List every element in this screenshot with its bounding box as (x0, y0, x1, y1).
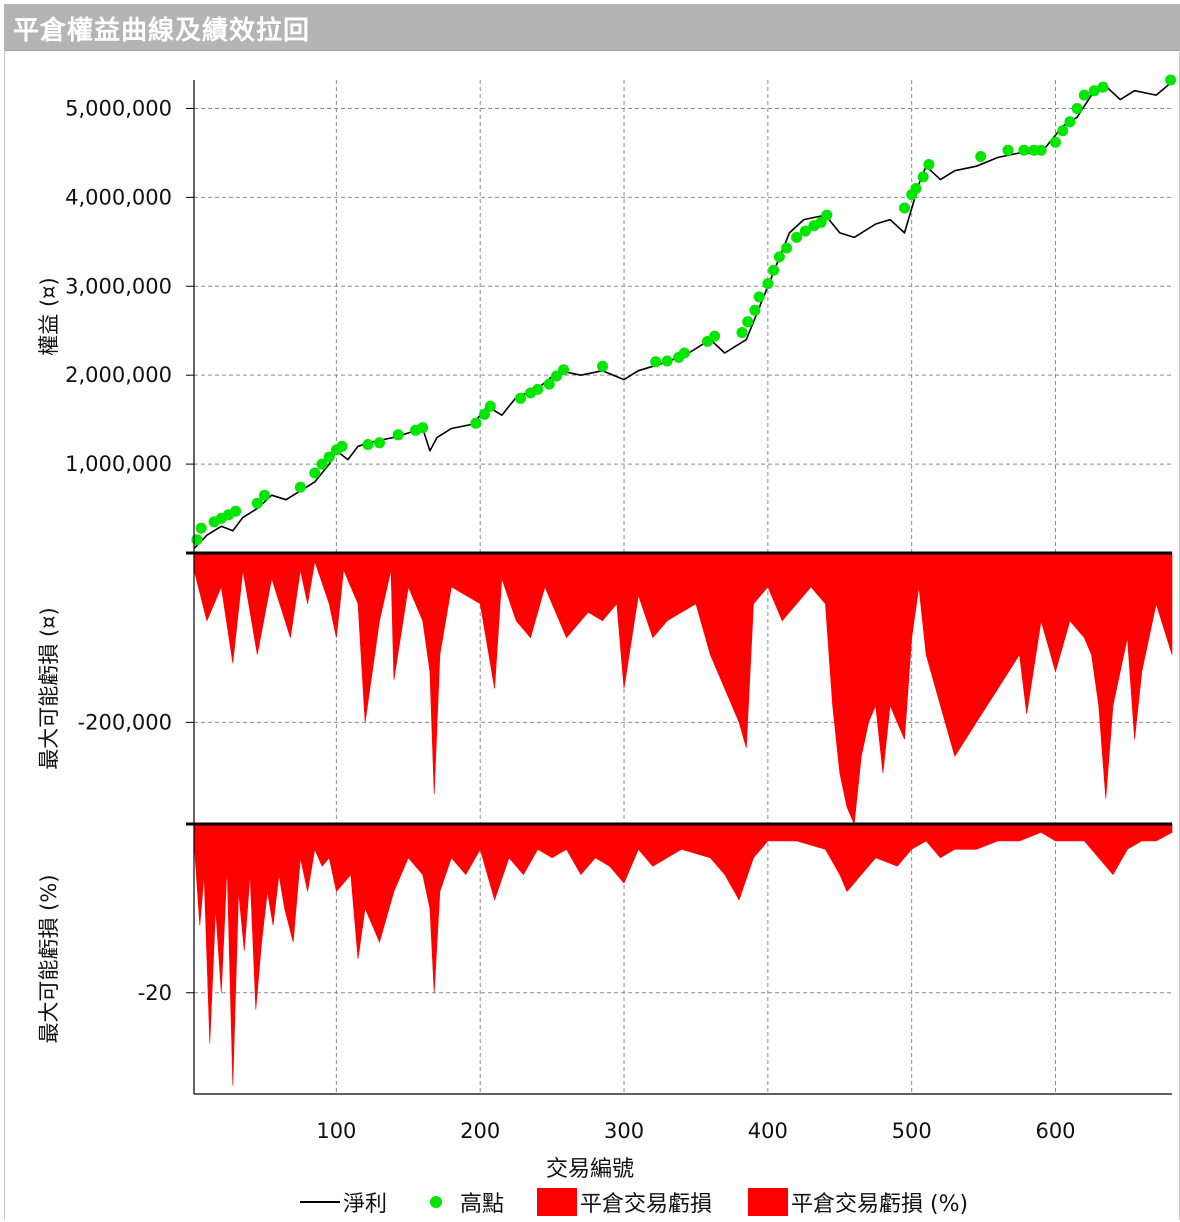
high-point-marker (678, 347, 690, 359)
high-point-marker (1002, 144, 1014, 156)
legend-label: 淨利 (343, 1192, 388, 1217)
high-point-marker (742, 316, 754, 328)
legend-box-swatch (748, 1188, 788, 1216)
legend-box-swatch (537, 1188, 577, 1216)
high-point-marker (1097, 81, 1109, 93)
x-tick-label: 600 (1035, 1119, 1075, 1143)
legend-line-swatch (300, 1201, 340, 1203)
y-tick-label: 5,000,000 (65, 96, 172, 120)
axis-layer: 100 200 300 400 500 600 1,000,000 2,000,000 3,00… (37, 80, 1172, 1143)
high-point-marker (661, 355, 673, 367)
x-tick-label: 200 (460, 1119, 500, 1143)
high-point-marker (1078, 89, 1090, 101)
high-point-marker (1165, 74, 1177, 86)
high-point-marker (597, 360, 608, 372)
high-point-marker (543, 378, 555, 390)
high-point-marker (259, 489, 270, 501)
x-axis-label: 交易編號 (546, 1157, 634, 1182)
high-point-marker (251, 497, 263, 509)
high-point-marker (1050, 136, 1061, 148)
legend-item-net-profit: 淨利 (300, 1186, 387, 1218)
high-point-marker (479, 408, 490, 420)
legend-label: 高點 (460, 1192, 505, 1217)
high-point-marker (773, 251, 785, 263)
high-point-marker (1018, 144, 1030, 156)
y-axis-label: 最大可能虧損 (¤) (37, 607, 61, 769)
high-point-marker (362, 439, 374, 450)
legend-dot-swatch (430, 1196, 442, 1208)
high-point-marker (762, 278, 774, 290)
high-point-marker (709, 330, 721, 342)
drawdown-pct-area (193, 823, 1173, 1086)
high-point-marker (923, 159, 935, 170)
high-point-marker (515, 392, 526, 404)
legend-item-trade-loss: 平倉交易虧損 (537, 1186, 712, 1218)
high-point-marker (532, 383, 544, 395)
high-point-marker (417, 422, 429, 434)
high-point-marker (336, 440, 348, 452)
high-point-marker (781, 242, 793, 254)
legend-item-trade-loss-pct: 平倉交易虧損 (%) (748, 1186, 968, 1218)
high-point-marker (550, 370, 562, 382)
high-point-marker (899, 202, 910, 214)
high-point-marker (294, 481, 306, 493)
high-point-marker (392, 429, 404, 441)
high-point-marker (1035, 144, 1047, 156)
high-point-marker (650, 356, 662, 368)
x-tick-label: 500 (892, 1119, 932, 1143)
y-tick-label: 3,000,000 (65, 274, 172, 298)
high-point-marker (975, 151, 987, 162)
y-tick-label: 4,000,000 (65, 185, 172, 209)
high-point-marker (309, 467, 321, 479)
high-point-marker (736, 327, 748, 338)
high-point-marker (484, 400, 496, 412)
high-point-marker (1064, 116, 1076, 128)
high-point-marker (316, 458, 328, 470)
x-tick-label: 300 (604, 1119, 644, 1143)
x-tick-label: 400 (748, 1119, 788, 1143)
y-tick-label: 2,000,000 (65, 363, 172, 387)
high-point-marker (1071, 103, 1083, 114)
high-point-marker (470, 417, 482, 429)
high-point-marker (323, 451, 335, 463)
high-point-marker (230, 505, 242, 517)
legend-item-highs: 高點 (422, 1186, 504, 1218)
high-point-marker (791, 231, 803, 243)
y-tick-label: 1,000,000 (65, 452, 172, 476)
high-point-marker (917, 171, 929, 183)
high-point-marker (821, 209, 833, 221)
high-point-marker (749, 304, 761, 316)
legend-label: 平倉交易虧損 (%) (791, 1192, 969, 1217)
chart-title-bar: 平倉權益曲線及績效拉回 (4, 4, 1180, 51)
drawdown-area (193, 552, 1173, 826)
high-point-marker (191, 534, 203, 546)
chart-legend: 淨利 高點 平倉交易虧損 平倉交易虧損 (%) (0, 1186, 1180, 1218)
high-point-marker (768, 264, 780, 276)
high-point-marker (753, 291, 765, 303)
high-point-marker (1088, 85, 1100, 97)
high-point-marker (910, 183, 922, 194)
chart-title: 平倉權益曲線及績效拉回 (13, 16, 311, 46)
high-point-marker (558, 364, 570, 376)
high-point-marker (1057, 125, 1069, 137)
x-tick-label: 100 (316, 1119, 356, 1143)
y-axis-label: 權益 (¤) (37, 277, 61, 355)
y-tick-label: -20 (138, 981, 172, 1005)
high-point-marker (374, 437, 385, 449)
high-point-marker (799, 225, 811, 237)
high-point-marker (195, 522, 207, 534)
y-axis-label: 最大可能虧損 (%) (37, 874, 61, 1043)
y-tick-label: -200,000 (78, 710, 172, 734)
series-layer (191, 74, 1177, 1086)
legend-label: 平倉交易虧損 (580, 1192, 713, 1217)
